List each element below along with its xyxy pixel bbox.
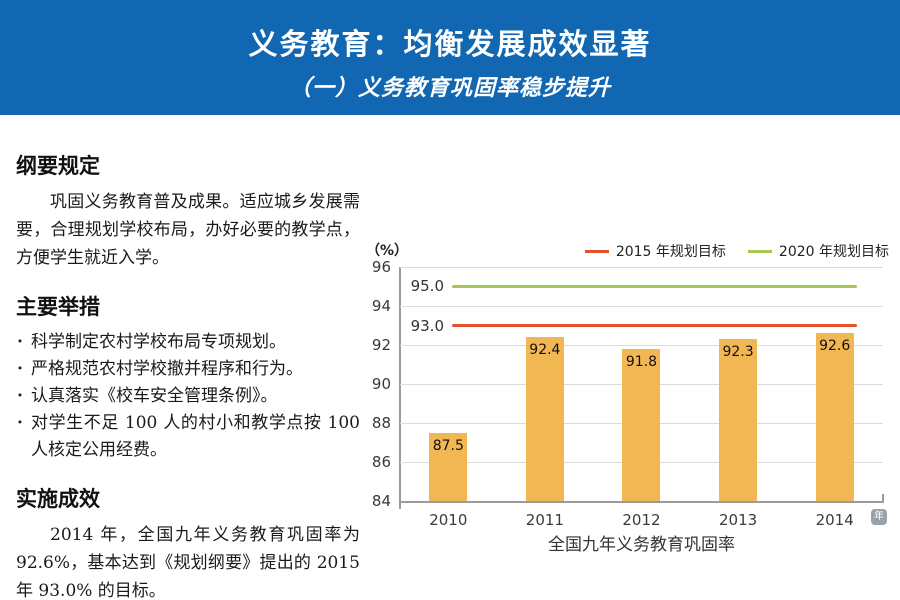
x-tick-label: 2013 <box>718 511 758 529</box>
section-heading-measures: 主要举措 <box>16 294 100 319</box>
bar-slot: 87.5 <box>400 267 497 501</box>
page-title: 义务教育：均衡发展成效显著 <box>248 27 652 61</box>
text-column: 纲要规定 巩固义务教育普及成果。适应城乡发展需要，合理规划学校布局，办好必要的教… <box>16 150 360 600</box>
legend-line-swatch <box>584 249 609 253</box>
section-results: 实施成效 2014 年，全国九年义务教育巩固率为 92.6%，基本达到《规划纲要… <box>16 483 360 600</box>
header-banner: 义务教育：均衡发展成效显著 （一）义务教育巩固率稳步提升 <box>0 0 900 115</box>
y-tick-label: 84 <box>371 492 391 510</box>
x-axis-labels: 2010 2011 2012 2013 2014 <box>400 511 883 529</box>
y-axis-unit-label: （%） <box>366 243 409 259</box>
y-tick-label: 96 <box>371 258 391 276</box>
page-subtitle: （一）义务教育巩固率稳步提升 <box>288 76 611 101</box>
year-unit-badge: 年 <box>871 509 887 525</box>
bar-slots: 87.5 92.4 91.8 92.3 92.6 <box>400 267 883 501</box>
reference-line-93: 93.0 <box>411 317 857 335</box>
bar-value-label: 92.6 <box>819 338 851 355</box>
bar-2012: 91.8 <box>622 348 661 501</box>
section-measures: 主要举措 科学制定农村学校布局专项规划。 严格规范农村学校撤并程序和行为。 认真… <box>16 291 360 464</box>
x-tick-label: 2012 <box>622 511 661 529</box>
y-tick-label: 94 <box>371 296 391 315</box>
bar-value-label: 92.3 <box>722 344 754 361</box>
gridline <box>400 344 883 346</box>
y-tick-label: 90 <box>371 375 391 393</box>
legend-label: 2020 年规划目标 <box>778 244 889 260</box>
bar-slot: 92.3 <box>690 267 787 501</box>
legend-label: 2015 年规划目标 <box>615 244 726 260</box>
measures-list: 科学制定农村学校布局专项规划。 严格规范农村学校撤并程序和行为。 认真落实《校车… <box>16 329 360 464</box>
section-guideline: 纲要规定 巩固义务教育普及成果。适应城乡发展需要，合理规划学校布局，办好必要的教… <box>16 150 360 272</box>
legend-line-swatch <box>747 249 772 253</box>
reference-line-value-label: 93.0 <box>410 316 444 335</box>
bar-value-label: 91.8 <box>625 353 658 370</box>
x-tick-label: 2011 <box>525 511 564 529</box>
bar-value-label: 92.4 <box>529 342 561 359</box>
section-body-results: 2014 年，全国九年义务教育巩固率为 92.6%，基本达到《规划纲要》提出的 … <box>16 525 360 600</box>
bar-slot: 91.8 <box>593 267 690 501</box>
bar-chart: （%） 2015 年规划目标 2020 年规划目标 96 94 92 90 88 86 84 8… <box>360 235 896 565</box>
y-axis-line <box>399 267 401 509</box>
chart-title: 全国九年义务教育巩固率 <box>548 535 735 555</box>
list-item: 对学生不足 100 人的村小和教学点按 100 人核定公用经费。 <box>16 410 360 464</box>
bar-2014: 92.6 <box>815 333 854 501</box>
gridline <box>400 267 883 268</box>
bar-slot: 92.4 <box>497 267 594 501</box>
x-tick-label: 2010 <box>429 511 468 529</box>
y-tick-label: 88 <box>371 413 391 432</box>
bar-2010: 87.5 <box>429 432 468 501</box>
list-item: 科学制定农村学校布局专项规划。 <box>16 329 360 356</box>
gridline <box>400 305 883 307</box>
list-item: 严格规范农村学校撤并程序和行为。 <box>16 356 360 383</box>
legend-item: 2015 年规划目标 <box>584 241 726 261</box>
chart-legend: 2015 年规划目标 2020 年规划目标 <box>584 241 889 261</box>
x-tick-label: 2014 <box>815 511 854 529</box>
y-tick-label: 92 <box>371 335 391 354</box>
bar-2011: 92.4 <box>525 337 564 501</box>
reference-line-95: 95.0 <box>411 277 857 295</box>
bar-slot: 92.6 <box>786 267 883 501</box>
bar-2013: 92.3 <box>719 339 758 501</box>
reference-line-value-label: 95.0 <box>410 277 444 296</box>
section-heading-results: 实施成效 <box>16 486 100 511</box>
bar-value-label: 87.5 <box>432 437 464 454</box>
legend-item: 2020 年规划目标 <box>747 241 889 261</box>
section-body-guideline: 巩固义务教育普及成果。适应城乡发展需要，合理规划学校布局，办好必要的教学点，方便… <box>16 192 360 268</box>
plot-area: 96 94 92 90 88 86 84 87.5 92.4 91.8 92.3 92.6 93.0 95… <box>372 258 884 510</box>
section-heading-guideline: 纲要规定 <box>16 153 100 178</box>
list-item: 认真落实《校车安全管理条例》。 <box>16 383 360 410</box>
x-axis-end-tick <box>882 494 884 503</box>
y-tick-label: 86 <box>371 453 391 471</box>
